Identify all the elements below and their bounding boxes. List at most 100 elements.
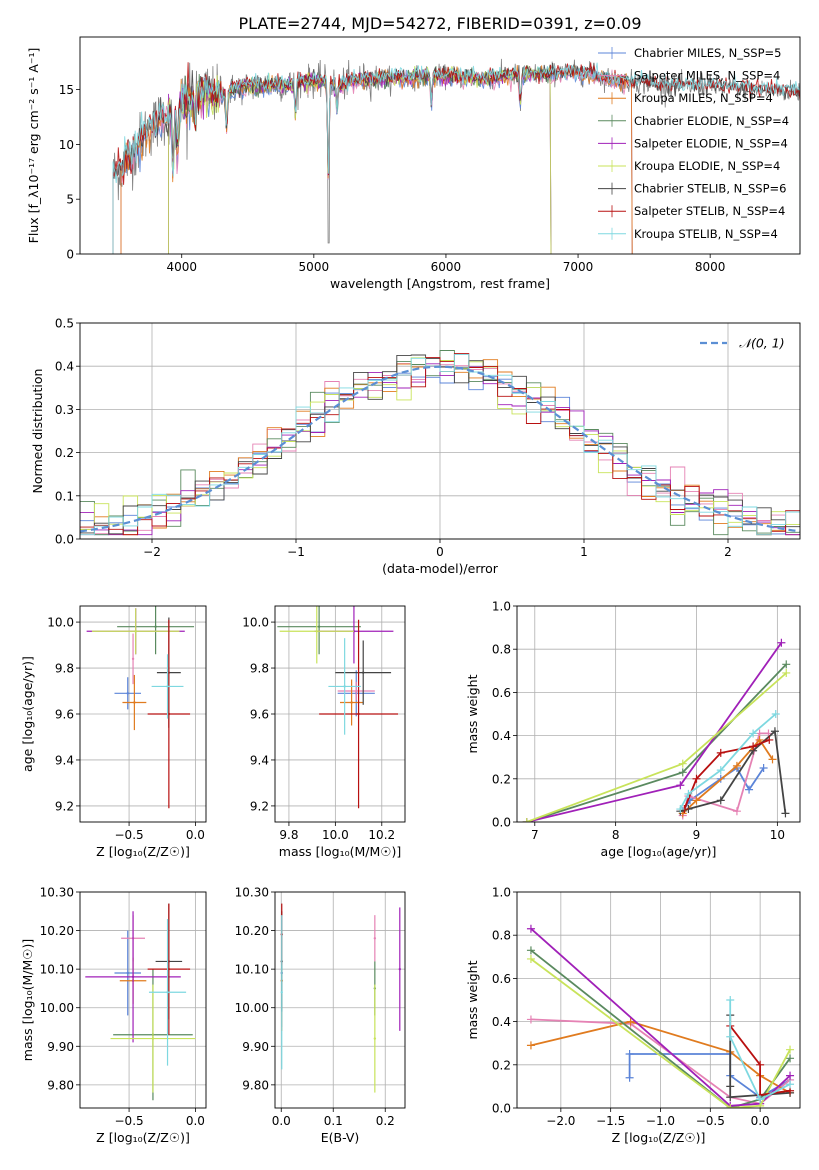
plot-area xyxy=(280,903,401,1093)
point-kroupa_stelib xyxy=(166,991,169,994)
x-tick-label: 8 xyxy=(612,828,620,842)
axes-frame xyxy=(516,605,801,823)
axes-overlay: −0.5 0.0 9.80 9.90 10.00 10.10 10.20 10.30 Z [lo… xyxy=(20,886,207,1145)
x-tick-label: −2 xyxy=(143,545,161,559)
weight-marker-chabrier_elodie xyxy=(786,1054,795,1063)
weight-line-salpeter_elodie xyxy=(530,928,791,1107)
weight-marker-chabrier_miles xyxy=(759,764,768,772)
y-tick-label: 9.80 xyxy=(47,1078,74,1092)
point-salpeter_stelib xyxy=(167,967,171,971)
axes-overlay: −2 −1 0 1 2 0.0 0.1 0.2 0.3 0.4 0.5 (data-model)/er… xyxy=(30,317,801,576)
y-tick-label: 0.4 xyxy=(55,360,74,374)
y-tick-label: 0.6 xyxy=(492,972,511,986)
y-tick-label: 0.2 xyxy=(492,1058,511,1072)
point-kroupa_elodie xyxy=(315,630,318,633)
weight-marker-kroupa_elodie xyxy=(522,818,531,822)
weight-marker-kroupa_stelib xyxy=(684,789,693,798)
y-tick-label: 10.30 xyxy=(40,886,74,900)
x-tick-label: −1 xyxy=(287,545,305,559)
point-kroupa_stelib xyxy=(166,685,169,688)
x-tick-label: 2 xyxy=(724,545,732,559)
panel-age_vs_mass: 9.8 10.0 10.2 9.2 9.4 9.6 9.8 10.0 mass [log₁₀(M… xyxy=(242,605,406,859)
weight-marker-chabrier_miles xyxy=(625,1073,634,1082)
weight-marker-kroupa_elodie xyxy=(526,954,535,963)
x-tick-label: 7 xyxy=(531,828,539,842)
axes-frame xyxy=(79,891,207,1109)
legend-label-salpeter_stelib: Salpeter STELIB, N_SSP=4 xyxy=(634,204,785,218)
weight-marker-chabrier_stelib xyxy=(726,1082,735,1091)
weight-marker-kroupa_miles xyxy=(755,735,764,744)
x-tick-label: −1.0 xyxy=(646,1114,675,1128)
y-tick-label: 0.4 xyxy=(492,1015,511,1029)
weight-marker-chabrier_elodie xyxy=(526,946,535,955)
panel-mass_vs_ebv: 0.0 0.1 0.2 9.80 9.90 10.00 10.10 10.20 10.30 E(B… xyxy=(235,886,406,1145)
axes-overlay: −2.0 −1.5 −1.0 −0.5 0.0 0.0 0.2 0.4 0.6 0.8 1.0 Z [… xyxy=(465,886,801,1145)
weight-marker-kroupa_stelib xyxy=(771,710,780,718)
model-spectrum-salpeter_stelib xyxy=(112,62,800,254)
panel-weight_vs_age: 7 8 9 10 0.0 0.2 0.4 0.6 0.8 1.0 age [log₁₀(age/yr… xyxy=(465,600,801,859)
legend-label-kroupa_miles: Kroupa MILES, N_SSP=4 xyxy=(634,91,773,105)
weight-marker-chabrier_stelib xyxy=(770,727,779,736)
figure-title: PLATE=2744, MJD=54272, FIBERID=0391, z=0… xyxy=(238,14,641,33)
weight-marker-kroupa_miles xyxy=(526,1041,535,1050)
x-tick-label: 0.0 xyxy=(186,1114,205,1128)
weight-marker-kroupa_elodie xyxy=(726,1104,735,1108)
x-tick-label: 0.1 xyxy=(324,1114,343,1128)
y-tick-label: 0 xyxy=(66,248,74,262)
legend-label-kroupa_elodie: Kroupa ELODIE, N_SSP=4 xyxy=(634,159,780,173)
y-tick-label: 9.4 xyxy=(250,753,269,767)
x-tick-label: −0.5 xyxy=(115,828,144,842)
plot-area xyxy=(277,606,399,809)
x-tick-label: 0.0 xyxy=(186,828,205,842)
panel-age_vs_Z: −0.5 0.0 9.2 9.4 9.6 9.8 10.0 Z [log₁₀(Z/Z☉)] ag… xyxy=(20,605,207,859)
x-tick-label: 10 xyxy=(770,828,785,842)
x-axis-label: Z [log₁₀(Z/Z☉)] xyxy=(96,844,190,859)
weight-marker-kroupa_elodie xyxy=(678,759,687,768)
x-tick-label: 9.8 xyxy=(279,828,298,842)
x-axis-label: Z [log₁₀(Z/Z☉)] xyxy=(96,1130,190,1145)
y-axis-label: age [log₁₀(age/yr)] xyxy=(20,656,35,772)
x-tick-label: 10.0 xyxy=(322,828,349,842)
normal-legend-label: 𝒩(0, 1) xyxy=(739,336,785,351)
x-tick-label: 6000 xyxy=(431,260,462,274)
weight-marker-chabrier_stelib xyxy=(716,796,725,805)
y-tick-label: 10.30 xyxy=(235,886,269,900)
axes-overlay: 7 8 9 10 0.0 0.2 0.4 0.6 0.8 1.0 age [log₁₀(age/yr… xyxy=(465,600,801,859)
legend-label-kroupa_stelib: Kroupa STELIB, N_SSP=4 xyxy=(634,227,778,241)
y-tick-label: 9.2 xyxy=(250,799,269,813)
y-tick-label: 9.80 xyxy=(242,1078,269,1092)
axes-overlay: −0.5 0.0 9.2 9.4 9.6 9.8 10.0 Z [log₁₀(Z/Z☉)] ag… xyxy=(20,605,207,859)
legend-label-chabrier_elodie: Chabrier ELODIE, N_SSP=4 xyxy=(634,114,789,128)
axes-frame xyxy=(79,36,801,255)
weight-line-kroupa_elodie xyxy=(530,958,791,1108)
x-tick-label: 0.0 xyxy=(272,1114,291,1128)
y-tick-label: 15 xyxy=(59,83,74,97)
x-tick-label: 4000 xyxy=(166,260,197,274)
weight-marker-salpeter_stelib xyxy=(765,735,774,744)
y-tick-label: 9.4 xyxy=(55,753,74,767)
point-salpeter_miles xyxy=(131,657,135,661)
point-kroupa_elodie xyxy=(373,1037,377,1040)
weight-line-salpeter_stelib xyxy=(729,1025,791,1097)
weight-marker-chabrier_elodie xyxy=(782,660,791,669)
y-tick-label: 10.20 xyxy=(40,924,74,938)
point-chabrier_miles xyxy=(126,971,129,975)
residual-legend: 𝒩(0, 1) xyxy=(700,336,785,351)
x-tick-label: −2.0 xyxy=(546,1114,575,1128)
x-axis-label: mass [log₁₀(M/M☉)] xyxy=(279,844,401,859)
weight-marker-salpeter_elodie xyxy=(676,781,685,790)
point-salpeter_elodie xyxy=(398,967,401,971)
weight-marker-kroupa_stelib xyxy=(756,1095,765,1104)
point-chabrier_miles xyxy=(126,692,129,695)
panel-weight_vs_Z: −2.0 −1.5 −1.0 −0.5 0.0 0.0 0.2 0.4 0.6 0.8 1.0 Z [… xyxy=(465,886,801,1145)
residual-histogram-salpeter_stelib xyxy=(80,353,800,539)
y-tick-label: 9.8 xyxy=(55,662,74,676)
plot-area xyxy=(112,58,800,254)
y-tick-label: 9.6 xyxy=(250,708,269,722)
y-axis-label: Flux [f_λ10⁻¹⁷ erg cm⁻² s⁻¹ A⁻¹] xyxy=(26,48,41,244)
weight-marker-salpeter_stelib xyxy=(749,742,758,751)
weight-marker-salpeter_miles xyxy=(732,807,741,816)
y-tick-label: 0.2 xyxy=(55,446,74,460)
point-salpeter_miles xyxy=(355,689,358,693)
y-axis-label: mass [log₁₀(M/M☉)] xyxy=(20,939,35,1061)
